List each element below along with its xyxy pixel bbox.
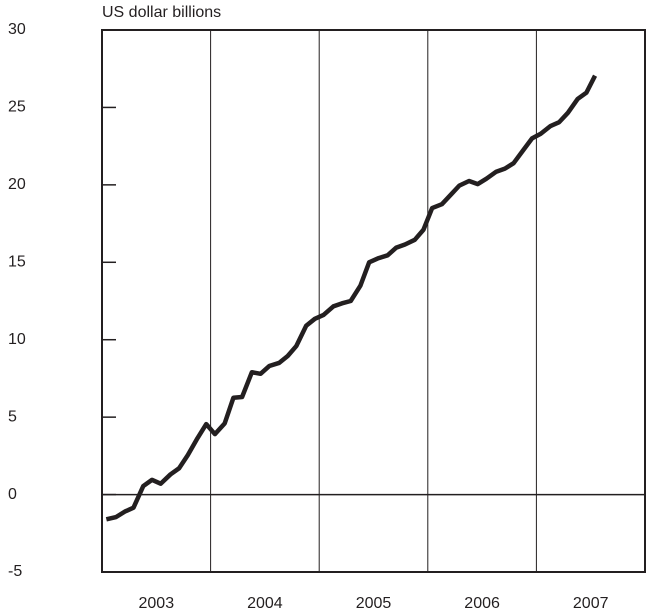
x-tick-label: 2005 <box>356 595 392 612</box>
data-line <box>105 74 598 522</box>
x-tick-label: 2003 <box>139 595 175 612</box>
y-tick-label: 10 <box>8 331 26 348</box>
x-tick-label: 2007 <box>573 595 609 612</box>
x-tick-label: 2006 <box>464 595 500 612</box>
plot-frame <box>101 29 646 573</box>
y-tick-label: 25 <box>8 99 26 116</box>
y-tick-label: 15 <box>8 254 26 271</box>
y-tick-label: 5 <box>8 408 17 425</box>
x-tick-label: 2004 <box>247 595 283 612</box>
y-tick-label: 30 <box>8 21 26 38</box>
y-tick-label: -5 <box>8 563 22 580</box>
y-tick-label: 0 <box>8 486 17 503</box>
y-tick-label: 20 <box>8 176 26 193</box>
y-axis-label: US dollar billions <box>102 4 221 21</box>
